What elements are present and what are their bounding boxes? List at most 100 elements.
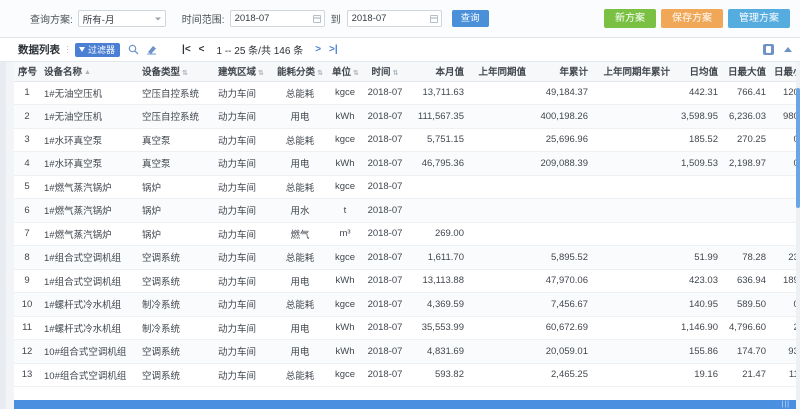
cell-0: 3 (14, 128, 40, 152)
manage-scheme-button[interactable]: 管理方案 (728, 9, 790, 28)
cell-11: 1,509.53 (674, 151, 722, 176)
next-page-button[interactable]: > (315, 44, 322, 55)
cell-12: 2,198.97 (722, 151, 770, 176)
cell-6: 2018-07 (362, 222, 408, 246)
table-row[interactable]: 12 10#组合式空调机组 空调系统 动力车间 用电 kWh 2018-07 4,831.69… (14, 339, 796, 364)
column-header-3[interactable]: 建筑区域 ⇅ (214, 62, 272, 82)
table-row[interactable]: 2 1#无油空压机 空压自控系统 动力车间 用电 kWh 2018-07 111,567.35… (14, 104, 796, 129)
table-row[interactable]: 7 1#燃气蒸汽锅炉 锅炉 动力车间 燃气 m³ 2018-07 269.00 (14, 222, 796, 246)
column-header-label: 日最小值 (774, 67, 796, 79)
cell-13: 0.00 (770, 128, 796, 152)
table-row[interactable]: 51#燃气蒸汽锅炉锅炉动力车间总能耗kgce2018-072018-07-312… (14, 175, 796, 199)
vertical-scrollbar[interactable] (796, 70, 800, 400)
scheme-label: 查询方案: (30, 15, 73, 26)
range-separator-label: 到 (330, 15, 341, 26)
cell-3: 动力车间 (214, 339, 272, 364)
sort-arrow-icon: ⇅ (317, 69, 323, 77)
cell-12: 270.25 (722, 128, 770, 152)
cell-1: 1#燃气蒸汽锅炉 (40, 175, 138, 199)
cell-6: 2018-07 (362, 363, 408, 387)
drag-handle-icon[interactable] (66, 45, 69, 54)
cell-4: 总能耗 (272, 363, 328, 387)
cell-8 (468, 175, 530, 199)
cell-10 (592, 128, 674, 152)
cell-1: 10#组合式空调机组 (40, 339, 138, 364)
table-row[interactable]: 9 1#组合式空调机组 空调系统 动力车间 用电 kWh 2018-07 13,113.88 4… (14, 269, 796, 293)
filter-button[interactable]: 过滤器 (75, 42, 121, 57)
column-header-2[interactable]: 设备类型 ⇅ (138, 62, 214, 82)
cell-7: 4,369.59 (408, 292, 468, 317)
cell-13: 0.00 (770, 151, 796, 176)
save-scheme-button[interactable]: 保存方案 (661, 9, 723, 28)
column-header-5[interactable]: 单位 ⇅ (328, 62, 362, 82)
export-icon[interactable] (763, 44, 774, 55)
first-page-button[interactable]: |< (182, 44, 191, 55)
sort-arrow-icon: ⇅ (353, 69, 359, 77)
column-header-6[interactable]: 时间 ⇅ (362, 62, 408, 82)
cell-13 (770, 198, 796, 223)
cell-3: 动力车间 (214, 316, 272, 340)
cell-5: kWh (328, 269, 362, 293)
column-header-label: 上年同期年累计 (603, 67, 670, 79)
date-to-input[interactable]: 2018-07 (346, 10, 442, 27)
column-header-13: 日最小值 (770, 62, 796, 82)
cell-10 (592, 175, 674, 199)
cell-5: kgce (328, 175, 362, 199)
column-header-label: 年累计 (559, 67, 588, 79)
cell-6: 2018-07 (362, 104, 408, 129)
new-scheme-button[interactable]: 新方案 (604, 9, 656, 28)
table-row[interactable]: 4 1#水环真空泵 真空泵 动力车间 用电 kWh 2018-07 46,795.36 209,… (14, 151, 796, 176)
query-button[interactable]: 查询 (451, 10, 489, 27)
cell-7: 13,711.63 (408, 81, 468, 105)
table-row[interactable]: 10 1#螺杆式冷水机组 制冷系统 动力车间 总能耗 kgce 2018-07 4,369.5… (14, 292, 796, 317)
cell-2: 锅炉 (138, 198, 214, 223)
column-header-label: 时间 (371, 67, 391, 79)
cell-5: kgce (328, 128, 362, 152)
last-page-button[interactable]: >| (329, 44, 338, 55)
column-header-label: 上年同期值 (478, 67, 526, 79)
scheme-button-group: 新方案 保存方案 管理方案 (604, 9, 790, 28)
scheme-select[interactable]: 所有-月 (77, 10, 166, 27)
table-row[interactable]: 13 10#组合式空调机组 空调系统 动力车间 总能耗 kgce 2018-07 593.82… (14, 363, 796, 387)
cell-8 (468, 292, 530, 317)
cell-9 (530, 222, 592, 246)
table-row[interactable]: 3 1#水环真空泵 真空泵 动力车间 总能耗 kgce 2018-07 5,751.15 25,… (14, 128, 796, 152)
column-header-11: 日均值 (674, 62, 722, 82)
cell-11 (674, 222, 722, 246)
query-toolbar: 查询方案: 所有-月 时间范围: 2018-07 到 2018-07 查询 新方… (0, 0, 800, 38)
data-table-container[interactable]: 序号 设备名称 ▲ 设备类型 ⇅ 建筑区域 ⇅ 能耗分类 ⇅ 单位 ⇅ 时间 ⇅ 本月值 上年同期值 年累计上… (14, 62, 796, 409)
vertical-scrollbar-thumb[interactable] (796, 88, 800, 208)
table-row[interactable]: 61#燃气蒸汽锅炉锅炉动力车间用水t2018-072018-07-312018-… (14, 198, 796, 223)
search-icon[interactable] (128, 44, 139, 55)
table-header-row: 序号 设备名称 ▲ 设备类型 ⇅ 建筑区域 ⇅ 能耗分类 ⇅ 单位 ⇅ 时间 ⇅ 本月值 上年同期值 年累计上… (14, 62, 796, 82)
cell-7: 111,567.35 (408, 104, 468, 129)
table-row[interactable]: 8 1#组合式空调机组 空调系统 动力车间 总能耗 kgce 2018-07 1,611.70… (14, 245, 796, 270)
cell-4: 用电 (272, 269, 328, 293)
cell-8 (468, 363, 530, 387)
cell-1: 1#螺杆式冷水机组 (40, 316, 138, 340)
cell-2: 空调系统 (138, 363, 214, 387)
cell-2: 锅炉 (138, 175, 214, 199)
calendar-icon (312, 14, 321, 23)
prev-page-button[interactable]: < (198, 44, 205, 55)
cell-2: 真空泵 (138, 128, 214, 152)
eraser-icon[interactable] (146, 44, 157, 55)
cell-7: 269.00 (408, 222, 468, 246)
date-from-input[interactable]: 2018-07 (229, 10, 325, 27)
table-row[interactable]: 11 1#螺杆式冷水机组 制冷系统 动力车间 用电 kWh 2018-07 35,553.99… (14, 316, 796, 340)
column-header-12: 日最大值 (722, 62, 770, 82)
table-row[interactable]: 1 1#无油空压机 空压自控系统 动力车间 总能耗 kgce 2018-07 13,711.6… (14, 81, 796, 105)
cell-4: 总能耗 (272, 245, 328, 270)
chevron-up-icon[interactable] (784, 47, 792, 52)
cell-10 (592, 339, 674, 364)
column-header-4[interactable]: 能耗分类 ⇅ (272, 62, 328, 82)
cell-4: 总能耗 (272, 292, 328, 317)
date-to-value: 2018-07 (351, 13, 387, 24)
energy-data-table: 序号 设备名称 ▲ 设备类型 ⇅ 建筑区域 ⇅ 能耗分类 ⇅ 单位 ⇅ 时间 ⇅ 本月值 上年同期值 年累计上… (14, 62, 796, 387)
cell-6: 2018-07 (362, 151, 408, 176)
cell-4: 用电 (272, 151, 328, 176)
cell-3: 动力车间 (214, 198, 272, 223)
horizontal-scrollbar[interactable]: ||| (14, 400, 796, 409)
column-header-1[interactable]: 设备名称 ▲ (40, 62, 138, 82)
cell-9: 49,184.37 (530, 81, 592, 105)
